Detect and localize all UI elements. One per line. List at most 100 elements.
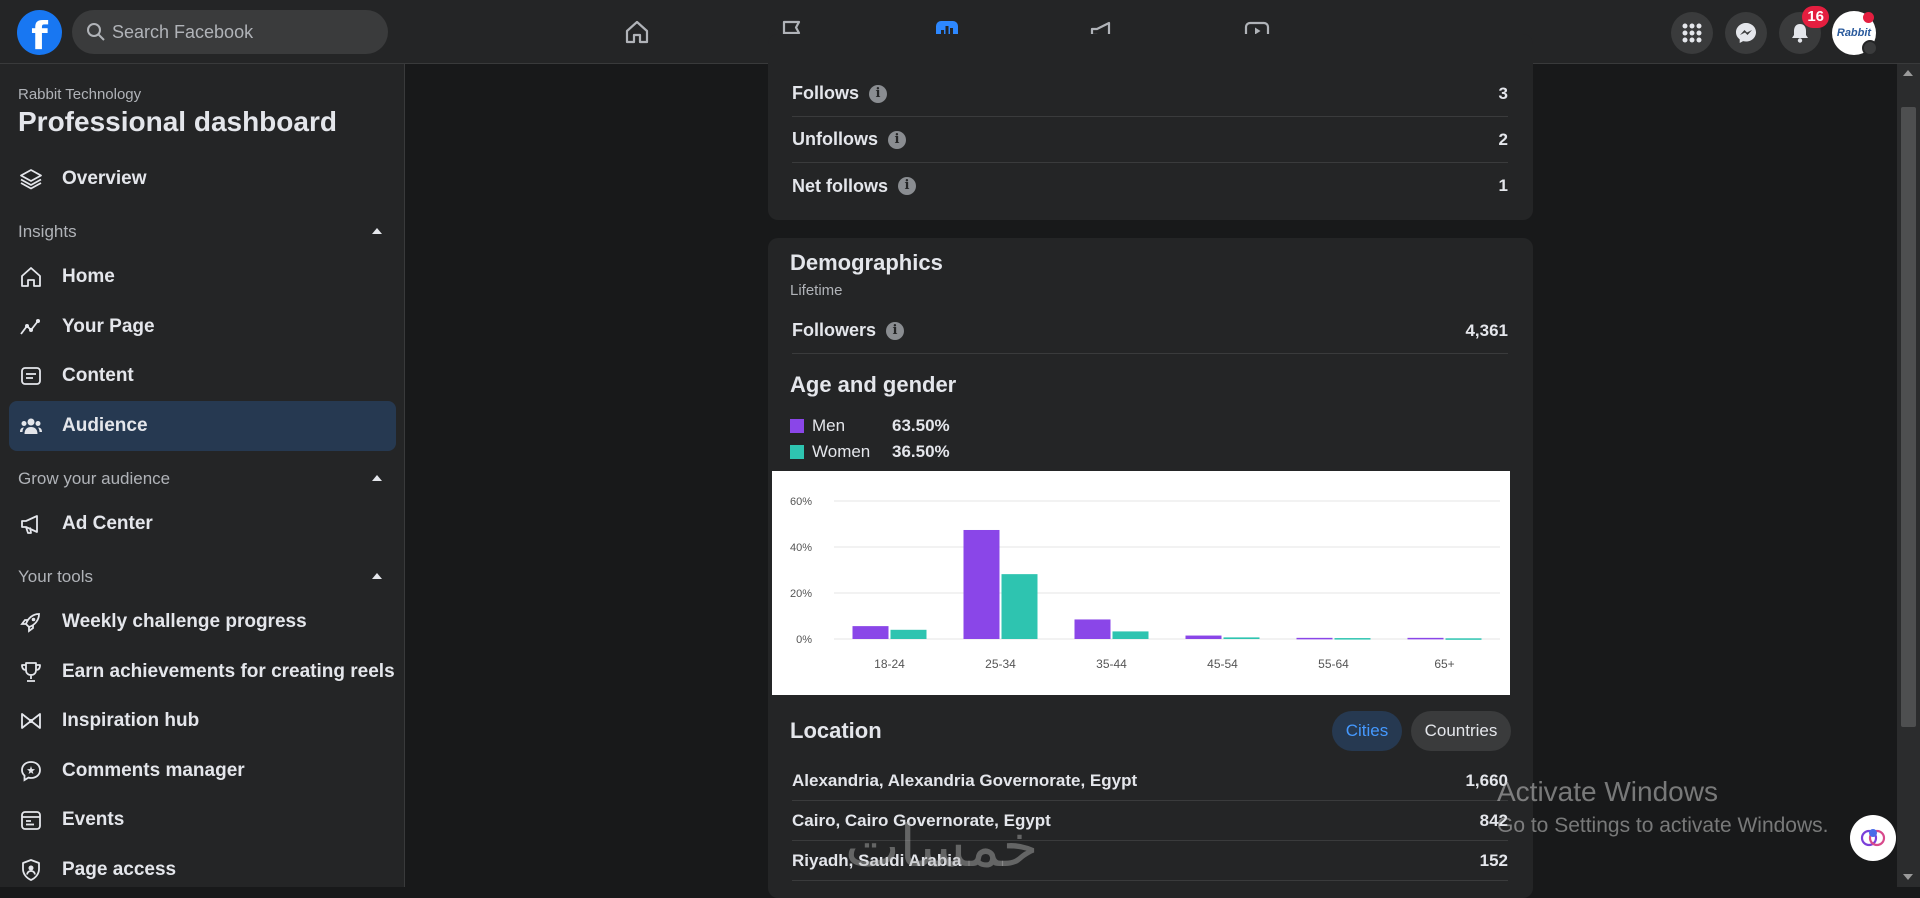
sidebar-item-ad-center[interactable]: Ad Center [9, 499, 396, 549]
search-input[interactable]: Search Facebook [72, 10, 388, 54]
sidebar-item-comments-manager[interactable]: Comments manager [9, 746, 396, 796]
location-name: Riyadh, Saudi Arabia [792, 850, 962, 870]
scroll-thumb[interactable] [1901, 107, 1916, 727]
activate-windows-notice: Activate Windows Go to Settings to activ… [1497, 776, 1829, 838]
scroll-up-arrow-icon[interactable] [1903, 70, 1913, 76]
grid-menu-icon [1682, 23, 1702, 43]
sidebar-item-audience[interactable]: Audience [9, 401, 396, 451]
y-tick-label: 40% [790, 542, 812, 554]
notification-badge: 16 [1802, 6, 1829, 28]
bar-chart: 0% 20% 40% 60% 18-24 25-34 35-44 45-54 55-64 65+ [790, 496, 1500, 671]
sidebar-item-label: Your Page [62, 316, 155, 337]
page-scrollbar[interactable] [1897, 64, 1920, 887]
info-icon[interactable]: i [888, 130, 906, 149]
tab-countries[interactable]: Countries [1411, 711, 1511, 751]
women-percentage: 36.50% [892, 442, 950, 461]
age-gender-title: Age and gender [790, 372, 957, 397]
legend-women: Women 36.50% [790, 441, 950, 463]
sidebar-item-label: Content [62, 365, 134, 386]
legend-men: Men 63.50% [790, 415, 950, 437]
sidebar-item-label: Audience [62, 415, 148, 436]
activate-windows-subtitle: Go to Settings to activate Windows. [1497, 814, 1829, 837]
net-follows-row: Net follows i 1 [792, 163, 1508, 209]
followers-value: 4,361 [1465, 320, 1508, 340]
location-name: Alexandria, Alexandria Governorate, Egyp… [792, 770, 1138, 790]
tab-home[interactable] [581, 0, 693, 64]
status-dot [1863, 12, 1874, 23]
unfollows-row: Unfollows i 2 [792, 117, 1508, 163]
sidebar-item-label: Comments manager [62, 760, 245, 781]
sidebar-item-label: Home [62, 266, 115, 287]
location-title: Location [790, 718, 882, 743]
sidebar-item-earn-achievements[interactable]: Earn achievements for creating reels [9, 647, 396, 697]
notifications-button[interactable]: 16 [1779, 6, 1829, 54]
chevron-up-icon[interactable] [370, 224, 384, 238]
layers-icon [20, 169, 42, 190]
company-name: Rabbit Technology [18, 86, 142, 103]
age-gender-chart: 0% 20% 40% 60% 18-24 25-34 35-44 45-54 55-64 65+ [772, 471, 1510, 695]
scroll-down-arrow-icon[interactable] [1903, 874, 1913, 880]
chevron-down-icon[interactable] [1862, 40, 1878, 56]
demographics-subtitle: Lifetime [790, 282, 843, 299]
follows-row: Follows i 3 [792, 71, 1508, 117]
followers-label: Followers [792, 320, 877, 340]
bar-men-65+ [1407, 637, 1444, 640]
facebook-logo-icon[interactable]: f [17, 10, 62, 55]
people-icon [20, 418, 42, 434]
women-swatch [790, 445, 804, 459]
info-icon[interactable]: i [898, 177, 917, 195]
sidebar-item-label: Earn achievements for creating reels [62, 661, 395, 682]
tab-pages[interactable] [736, 0, 848, 64]
section-insights: Insights [18, 222, 77, 241]
bar-women-35-44 [1112, 631, 1149, 639]
sidebar: Rabbit Technology Professional dashboard… [0, 64, 405, 887]
bar-women-45-54 [1223, 637, 1260, 639]
net-follows-label: Net follows [792, 175, 889, 196]
y-tick-label: 20% [790, 588, 812, 600]
men-percentage: 63.50% [892, 416, 950, 435]
unfollows-value: 2 [1498, 129, 1508, 149]
flag-icon [782, 20, 801, 43]
bar-men-35-44 [1074, 619, 1111, 639]
sidebar-item-label: Events [62, 809, 125, 830]
men-label: Men [812, 416, 846, 435]
x-tick-label: 35-44 [1096, 657, 1127, 671]
tab-cities[interactable]: Cities [1332, 711, 1402, 751]
floating-assistant-button[interactable] [1850, 815, 1896, 861]
bar-women-55-64 [1334, 638, 1371, 640]
location-value: 152 [1479, 850, 1508, 870]
sidebar-item-content[interactable]: Content [9, 351, 396, 401]
sidebar-item-page-access[interactable]: Page access [9, 845, 396, 895]
bar-men-25-34 [963, 529, 1000, 639]
net-follows-value: 1 [1498, 176, 1508, 195]
calendar-icon [21, 811, 41, 830]
location-value: 842 [1479, 810, 1508, 830]
chevron-up-icon[interactable] [370, 471, 384, 485]
follows-label: Follows [792, 83, 859, 103]
page-title: Professional dashboard [18, 106, 337, 137]
info-icon[interactable]: i [886, 321, 905, 340]
sidebar-item-inspiration-hub[interactable]: Inspiration hub [9, 696, 396, 746]
bell-icon [1792, 24, 1808, 43]
bar-men-18-24 [852, 626, 889, 639]
home-icon [21, 267, 41, 287]
women-label: Women [812, 442, 871, 461]
x-tick-label: 25-34 [985, 657, 1016, 671]
sidebar-item-your-page[interactable]: Your Page [9, 302, 396, 352]
bow-tie-icon [21, 713, 41, 729]
sidebar-item-label: Weekly challenge progress [62, 611, 307, 632]
x-tick-label: 18-24 [874, 657, 905, 671]
y-tick-label: 0% [796, 634, 812, 646]
chevron-up-icon[interactable] [370, 569, 384, 583]
sidebar-item-overview[interactable]: Overview [9, 154, 396, 204]
sidebar-item-events[interactable]: Events [9, 795, 396, 845]
x-tick-label: 65+ [1434, 657, 1454, 671]
sidebar-item-home[interactable]: Home [9, 252, 396, 302]
sidebar-item-label: Page access [62, 859, 177, 880]
messenger-button[interactable] [1725, 12, 1767, 54]
menu-button[interactable] [1671, 12, 1713, 54]
y-tick-label: 60% [790, 496, 812, 508]
sidebar-item-weekly-challenge[interactable]: Weekly challenge progress [9, 597, 396, 647]
location-row: Cairo, Cairo Governorate, Egypt 842 [792, 801, 1508, 841]
info-icon[interactable]: i [869, 84, 887, 103]
